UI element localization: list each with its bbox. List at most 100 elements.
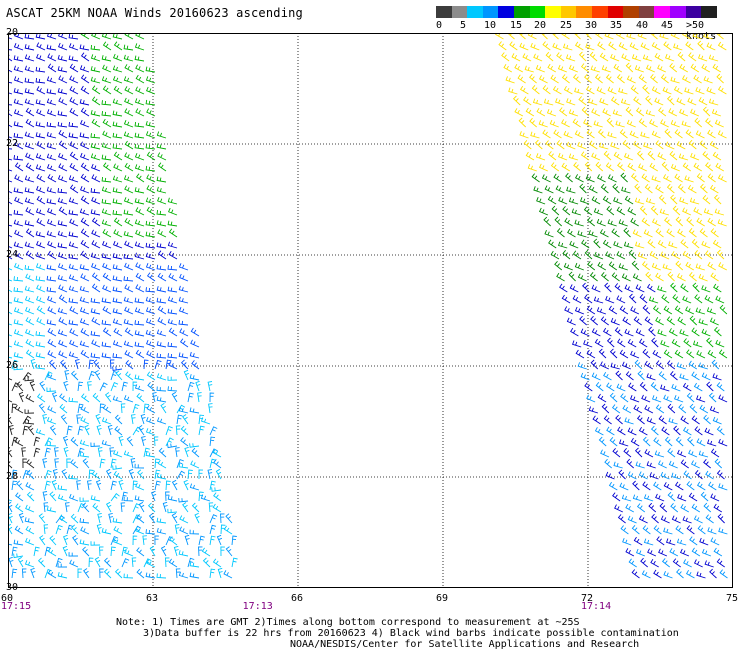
wind-barb <box>716 382 725 392</box>
wind-barb <box>13 276 24 282</box>
wind-barb <box>11 568 18 579</box>
wind-barb <box>523 140 532 150</box>
wind-barb <box>132 503 141 513</box>
wind-barb <box>675 436 684 447</box>
wind-barb <box>588 98 598 106</box>
wind-barb <box>231 557 238 568</box>
colorbar-swatch <box>607 6 624 18</box>
wind-barb <box>126 436 134 447</box>
wind-barb <box>94 556 101 568</box>
wind-barb <box>640 131 650 139</box>
wind-barb <box>660 74 669 84</box>
wind-barb <box>102 306 112 315</box>
wind-barb <box>68 197 79 205</box>
wind-barb <box>46 506 57 513</box>
wind-barb <box>13 319 24 326</box>
wind-barb <box>13 329 24 337</box>
wind-barb <box>145 529 156 535</box>
wind-barb <box>709 184 719 194</box>
wind-barb <box>211 487 222 492</box>
wind-barb <box>91 317 101 326</box>
wind-barb <box>565 54 576 62</box>
wind-barb <box>607 219 617 227</box>
map-title: ASCAT 25KM NOAA Winds 20160623 ascending <box>6 6 303 20</box>
wind-barb <box>599 97 609 106</box>
wind-barb <box>135 262 145 271</box>
wind-barb <box>591 284 601 293</box>
wind-barb <box>648 502 657 513</box>
wind-barb <box>125 371 134 381</box>
wind-barb <box>643 229 653 238</box>
wind-barb <box>176 459 184 469</box>
wind-barb <box>36 42 46 51</box>
wind-barb <box>24 33 35 40</box>
wind-barb <box>666 183 675 194</box>
wind-barb <box>24 65 35 73</box>
wind-barb <box>101 253 112 260</box>
wind-barb <box>634 359 643 370</box>
wind-barb <box>655 140 664 150</box>
wind-barb <box>69 559 79 568</box>
wind-barb <box>699 537 709 546</box>
wind-barb <box>58 140 68 150</box>
wind-barb <box>630 173 639 183</box>
wind-barb <box>90 541 101 546</box>
wind-barb <box>79 285 90 293</box>
wind-barb <box>110 546 116 557</box>
wind-barb <box>134 43 145 51</box>
wind-barb <box>68 209 79 216</box>
wind-barb <box>636 503 646 513</box>
wind-barb <box>586 394 596 403</box>
wind-barb <box>593 208 604 216</box>
note-line-3: NOAA/NESDIS/Center for Satellite Applica… <box>290 639 640 650</box>
wind-barb <box>24 264 35 271</box>
wind-barb <box>25 162 35 172</box>
wind-barb <box>709 140 719 150</box>
wind-barb <box>569 240 579 249</box>
wind-barb <box>145 287 156 293</box>
wind-barb <box>79 44 90 51</box>
wind-barb <box>682 516 692 524</box>
wind-barb <box>91 470 101 480</box>
wind-barb <box>695 130 705 139</box>
wind-barb <box>652 305 662 315</box>
wind-barb <box>46 76 57 84</box>
wind-barb <box>57 563 68 568</box>
wind-barb <box>674 481 684 491</box>
wind-barb <box>124 284 134 293</box>
wind-barb <box>80 162 90 172</box>
colorbar-swatch <box>451 6 468 18</box>
wind-barb <box>666 360 676 370</box>
wind-barb <box>44 546 52 557</box>
wind-barb <box>703 459 711 469</box>
wind-barb <box>696 481 706 491</box>
wind-barb <box>628 382 637 392</box>
wind-barb <box>209 480 216 491</box>
wind-barb <box>134 187 145 194</box>
wind-barb <box>716 249 725 260</box>
wind-barb <box>36 195 46 205</box>
wind-barb <box>566 317 576 326</box>
wind-barb <box>619 129 628 139</box>
wind-barb <box>662 263 672 271</box>
wind-barb <box>708 392 717 403</box>
wind-barb <box>566 186 576 194</box>
wind-barb <box>714 119 724 128</box>
wind-barb <box>618 469 626 480</box>
wind-barb <box>112 187 123 194</box>
wind-barb <box>167 353 178 359</box>
wind-barb <box>46 109 57 117</box>
wind-barb <box>585 43 595 51</box>
wind-barb <box>598 348 607 359</box>
wind-barb <box>47 569 57 579</box>
wind-barb <box>82 502 90 513</box>
wind-barb <box>710 537 720 546</box>
wind-barb <box>176 414 183 425</box>
wind-barb <box>68 231 79 238</box>
wind-barb <box>605 251 615 260</box>
wind-barb <box>8 556 14 568</box>
wind-barb <box>689 315 698 326</box>
map-frame <box>8 33 733 588</box>
wind-barb <box>644 449 654 458</box>
wind-barb <box>618 219 628 227</box>
